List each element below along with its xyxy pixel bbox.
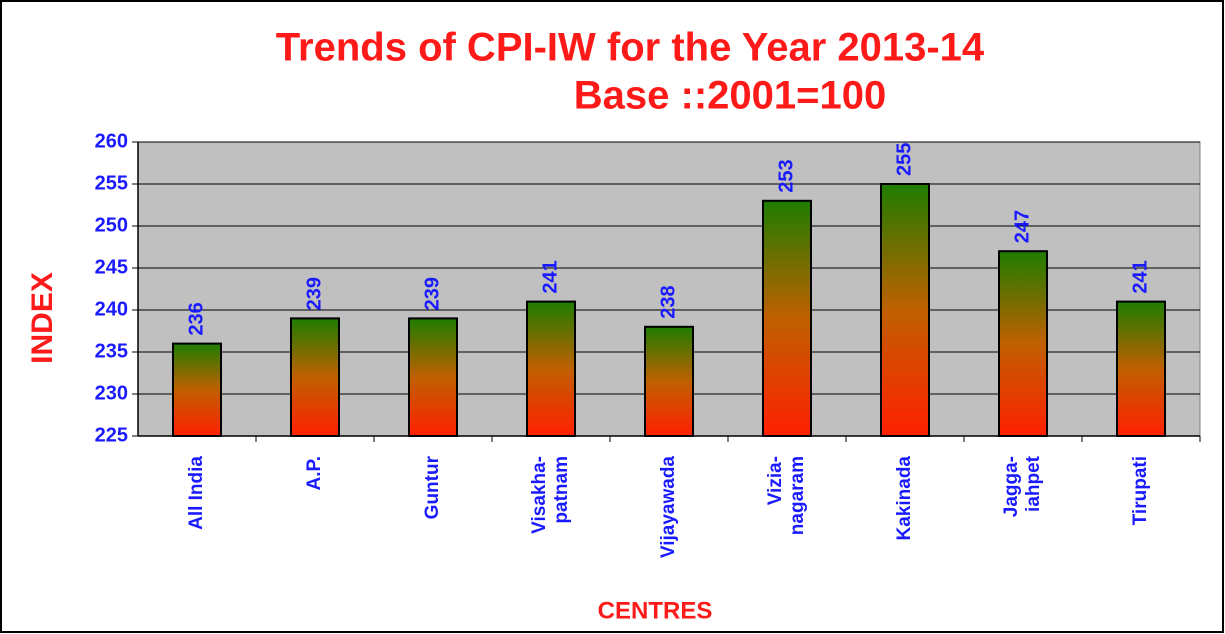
x-tick-label: Vizia-nagaram [765, 456, 808, 535]
x-tick-label: A.P. [304, 456, 325, 491]
value-label: 241 [1129, 260, 1151, 293]
x-tick-label: Vijayawada [658, 456, 679, 559]
value-label: 239 [421, 277, 443, 310]
y-axis-label: INDEX [26, 272, 59, 364]
bar [644, 325, 694, 437]
value-label: 236 [185, 302, 207, 335]
bar [290, 317, 340, 437]
x-axis-label: CENTRES [598, 597, 713, 624]
chart-subtitle: Base ::2001=100 [574, 74, 886, 118]
y-tick-label: 250 [95, 214, 128, 236]
y-tick-label: 245 [95, 256, 128, 278]
bar [762, 199, 812, 437]
x-tick-label: Kakinada [894, 456, 915, 541]
chart-title: Trends of CPI-IW for the Year 2013-14 [276, 26, 985, 70]
x-tick-label: Guntur [422, 455, 443, 519]
x-tick-label: Jagga-iahpet [1001, 455, 1044, 517]
value-label: 255 [893, 143, 915, 176]
value-label: 238 [657, 285, 679, 318]
bar [526, 300, 576, 437]
y-tick-label: 230 [95, 382, 128, 404]
value-label: 239 [303, 277, 325, 310]
y-tick-label: 240 [95, 298, 128, 320]
bar [998, 250, 1048, 437]
bar [408, 317, 458, 437]
bar [1116, 300, 1166, 437]
x-tick-label: All India [186, 456, 207, 530]
y-tick-label: 235 [95, 340, 128, 362]
y-tick-label: 255 [95, 172, 128, 194]
y-tick-label: 225 [95, 424, 128, 446]
x-tick-label: Visakha-patnam [529, 456, 572, 534]
bar [880, 183, 930, 437]
value-label: 247 [1011, 210, 1033, 243]
value-label: 241 [539, 260, 561, 293]
bar [172, 342, 222, 438]
x-tick-label: Tirupati [1130, 456, 1151, 525]
y-tick-label: 260 [95, 130, 128, 152]
value-label: 253 [775, 159, 797, 192]
